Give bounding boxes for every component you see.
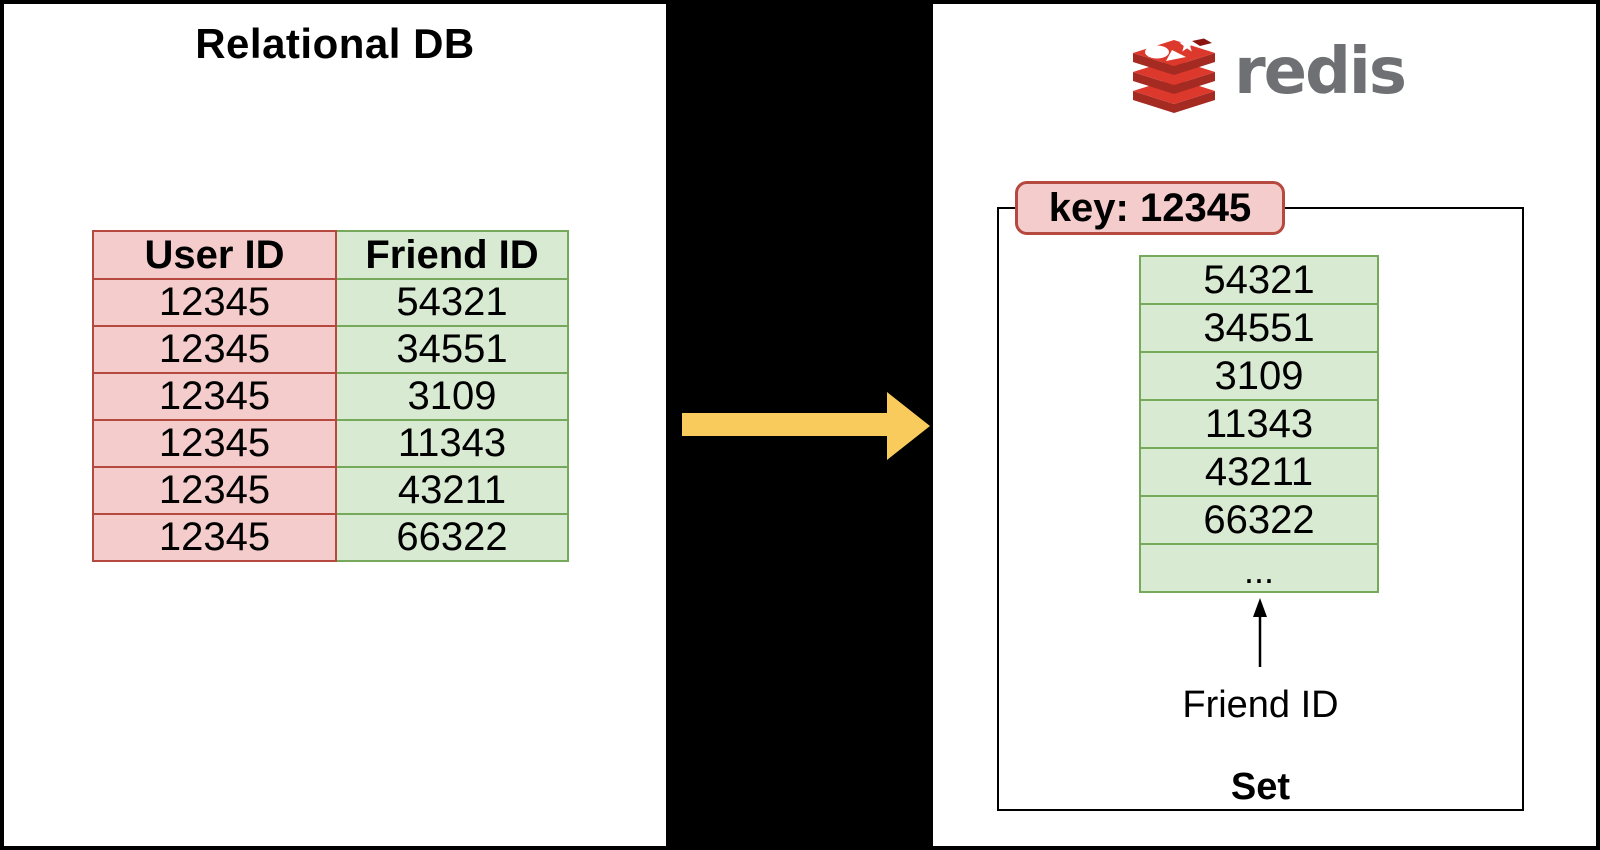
friend-id-header: Friend ID (335, 230, 569, 280)
user-id-cell: 12345 (92, 325, 337, 374)
right-arrow-icon (682, 392, 930, 460)
friend-id-cell: 34551 (335, 325, 569, 374)
user-id-header: User ID (92, 230, 337, 280)
friend-id-cell: 3109 (335, 372, 569, 421)
relational-db-title: Relational DB (195, 20, 475, 67)
set-member-cell: 66322 (1139, 495, 1379, 545)
friend-id-cell: 54321 (335, 278, 569, 327)
set-type-label: Set (1230, 766, 1291, 808)
friend-id-cell: 11343 (335, 419, 569, 468)
table-row: 12345 66322 (92, 513, 569, 562)
table-row: 12345 3109 (92, 372, 569, 421)
up-arrow-icon (1253, 598, 1267, 667)
set-member-cell: 43211 (1139, 447, 1379, 497)
set-member-cell-ellipsis: ... (1139, 543, 1379, 593)
set-member-cell: 34551 (1139, 303, 1379, 353)
redis-logo-text: redis (1234, 35, 1407, 109)
key-badge: key: 12345 (1015, 181, 1285, 235)
set-stack: 54321 34551 3109 11343 43211 66322 ... (1139, 255, 1379, 593)
redis-panel: redis key: 12345 54321 34551 3109 11343 … (933, 4, 1596, 846)
user-id-cell: 12345 (92, 278, 337, 327)
table-row: 12345 11343 (92, 419, 569, 468)
set-member-cell: 54321 (1139, 255, 1379, 305)
friend-id-cell: 43211 (335, 466, 569, 515)
friend-id-cell: 66322 (335, 513, 569, 562)
user-id-cell: 12345 (92, 466, 337, 515)
redis-logo-icon (1133, 37, 1216, 113)
table-row: 12345 54321 (92, 278, 569, 327)
relational-table: User ID Friend ID 12345 54321 12345 3455… (92, 230, 569, 562)
table-row: 12345 34551 (92, 325, 569, 374)
set-member-cell: 11343 (1139, 399, 1379, 449)
user-id-cell: 12345 (92, 513, 337, 562)
set-member-cell: 3109 (1139, 351, 1379, 401)
redis-logo: redis (933, 28, 1596, 116)
relational-db-panel: Relational DB User ID Friend ID 12345 54… (4, 4, 666, 846)
user-id-cell: 12345 (92, 372, 337, 421)
table-header-row: User ID Friend ID (92, 230, 569, 280)
table-row: 12345 43211 (92, 466, 569, 515)
friend-id-label: Friend ID (1182, 684, 1339, 726)
user-id-cell: 12345 (92, 419, 337, 468)
